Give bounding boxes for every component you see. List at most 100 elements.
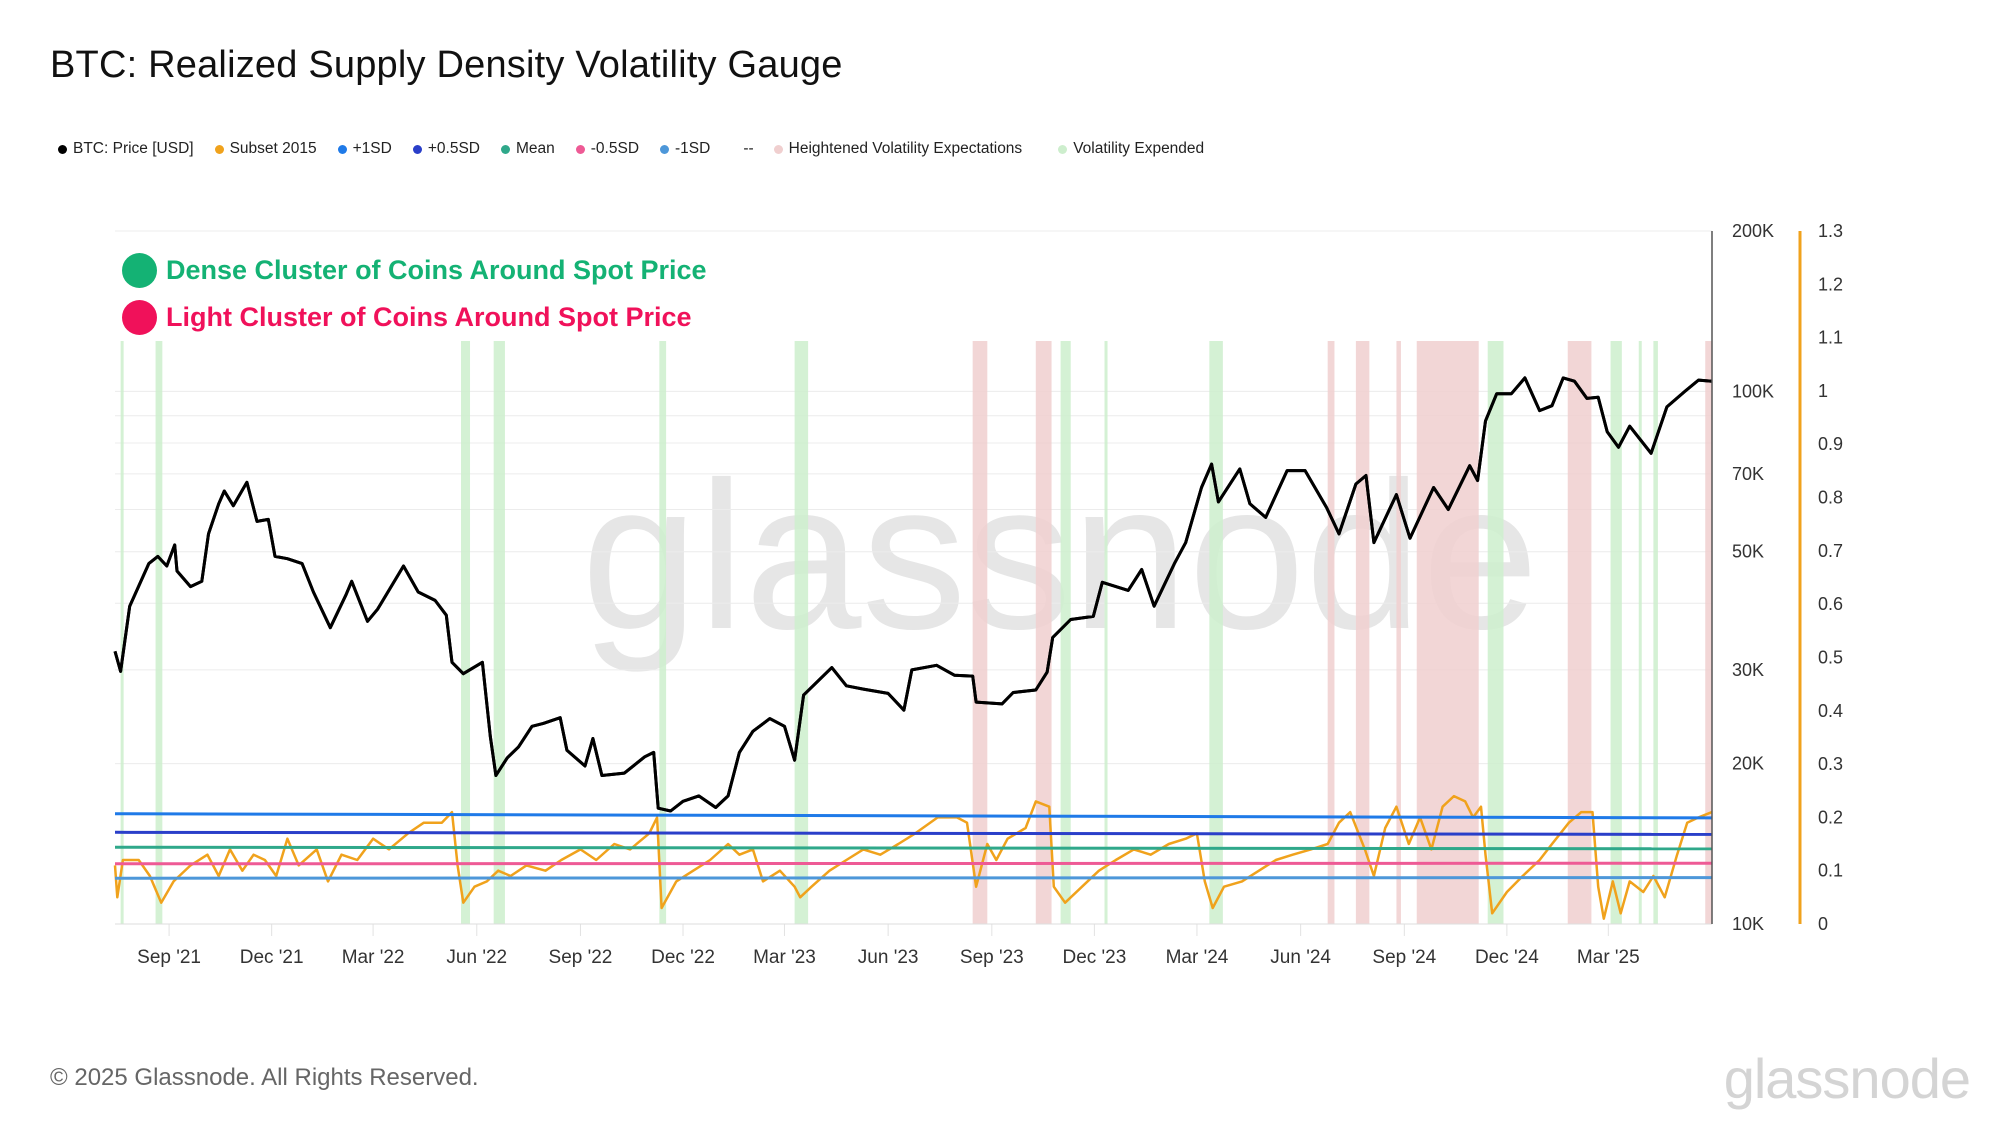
y-right-tick-label: 0.8 — [1818, 488, 1843, 508]
band-volatility-expended — [1060, 341, 1071, 924]
legend-label: Heightened Volatility Expectations — [788, 140, 1023, 157]
legend-label: +1SD — [352, 140, 392, 157]
y-right-tick-label: 0.1 — [1818, 861, 1843, 881]
series-1sd — [114, 812, 1713, 820]
band-heightened-volatility — [1567, 341, 1592, 924]
legend-item-volatility-expended[interactable]: Volatility Expended — [1058, 140, 1204, 158]
legend-dot — [575, 144, 585, 154]
x-tick-label: Dec '23 — [1062, 947, 1126, 968]
band-volatility-expended — [794, 341, 809, 924]
y-right-tick-label: 0.4 — [1818, 701, 1843, 721]
legend-dot — [500, 144, 510, 154]
band-heightened-volatility — [1705, 341, 1712, 924]
x-tick-label: Mar '22 — [342, 947, 405, 968]
y-right-tick-label: 0.9 — [1818, 434, 1843, 454]
y-right-tick-label: 0 — [1818, 914, 1828, 934]
legend-label: Volatility Expended — [1073, 140, 1205, 157]
legend-item-heightened-volatility[interactable]: Heightened Volatility Expectations — [773, 140, 1023, 158]
legend-label: +0.5SD — [427, 140, 480, 157]
watermark: glassnode — [581, 438, 1538, 673]
band-volatility-expended — [120, 341, 124, 924]
x-tick-label: Mar '23 — [753, 947, 816, 968]
legend-dot — [660, 144, 670, 154]
legend-item-minus-0-5sd[interactable]: -0.5SD — [575, 140, 640, 158]
band-heightened-volatility — [1327, 341, 1335, 924]
band-volatility-expended — [1638, 341, 1642, 924]
legend-label: BTC: Price [USD] — [73, 140, 194, 157]
annotation-label: Dense Cluster of Coins Around Spot Price — [166, 255, 707, 285]
y-right-tick-label: 1.2 — [1818, 274, 1843, 294]
y-right-tick-label: 0.3 — [1818, 754, 1843, 774]
x-tick-label: Dec '21 — [240, 947, 304, 968]
y-left-tick-label: 10K — [1732, 914, 1764, 934]
series-btc-price-top — [113, 376, 1713, 813]
band-volatility-expended — [1610, 341, 1622, 924]
x-tick-label: Sep '22 — [549, 947, 613, 968]
y-right-tick-label: 1.3 — [1818, 221, 1843, 241]
y-left-tick-label: 30K — [1732, 660, 1764, 680]
legend-item-plus-0-5sd[interactable]: +0.5SD — [412, 140, 480, 158]
legend-dot — [412, 144, 422, 154]
band-volatility-expended — [460, 341, 471, 924]
legend-dot — [1058, 144, 1068, 154]
legend-item-plus-1sd[interactable]: +1SD — [337, 140, 392, 158]
x-tick-label: Dec '24 — [1475, 947, 1539, 968]
annotation-dense-cluster: Dense Cluster of Coins Around Spot Price — [122, 253, 707, 288]
legend-dot — [58, 144, 67, 154]
y-right-tick-label: 1.1 — [1818, 328, 1843, 348]
axes: 10K 20K 30K 50K 70K 100K 200K 0 0.1 0.2 0.3 0.4 0.5 0… — [115, 221, 1843, 968]
y-left-tick-label: 70K — [1732, 464, 1764, 484]
legend-dot — [337, 144, 347, 154]
legend-item-btc-price[interactable]: BTC: Price [USD] — [58, 140, 194, 158]
series-subset-2015 — [113, 794, 1713, 920]
x-tick-label: Dec '22 — [651, 947, 715, 968]
series-0-5sd — [114, 830, 1713, 836]
legend-item-mean[interactable]: Mean — [500, 140, 555, 158]
band-heightened-volatility — [972, 341, 988, 924]
y-right-tick-label: 0.2 — [1818, 807, 1843, 827]
legend-separator: -- — [743, 140, 754, 157]
x-tick-label: Jun '24 — [1270, 947, 1331, 968]
y-right-tick-label: 0.5 — [1818, 647, 1843, 667]
y-left-tick-label: 200K — [1732, 221, 1774, 241]
y-left-tick-label: 20K — [1732, 754, 1764, 774]
legend-label: -1SD — [675, 140, 711, 157]
x-tick-label: Jun '22 — [446, 947, 507, 968]
chart-title: BTC: Realized Supply Density Volatility … — [50, 44, 843, 86]
annotation-dot — [122, 253, 157, 288]
legend-label: Mean — [515, 140, 555, 157]
band-volatility-expended — [1487, 341, 1504, 924]
legend-dot — [773, 144, 783, 154]
x-tick-label: Sep '24 — [1372, 947, 1436, 968]
band-heightened-volatility — [1396, 341, 1401, 924]
band-volatility-expended — [155, 341, 163, 924]
series-mean — [114, 845, 1713, 851]
y-right-tick-label: 1 — [1818, 381, 1828, 401]
x-tick-label: Sep '21 — [137, 947, 201, 968]
series-lines — [113, 376, 1713, 920]
legend-label: -0.5SD — [590, 140, 640, 157]
series-1sd — [114, 876, 1713, 880]
band-heightened-volatility — [1416, 341, 1479, 924]
band-heightened-volatility — [1355, 341, 1370, 924]
x-tick-label: Mar '24 — [1166, 947, 1229, 968]
y-left-tick-label: 100K — [1732, 381, 1774, 401]
band-volatility-expended — [1209, 341, 1223, 924]
legend-dot — [214, 144, 224, 154]
band-heightened-volatility — [1035, 341, 1052, 924]
band-volatility-expended — [1104, 341, 1108, 924]
band-volatility-expended — [493, 341, 505, 924]
annotation-light-cluster: Light Cluster of Coins Around Spot Price — [122, 300, 692, 335]
legend-item-subset-2015[interactable]: Subset 2015 — [214, 140, 317, 158]
y-left-tick-label: 50K — [1732, 542, 1764, 562]
legend-item-minus-1sd[interactable]: -1SD — [660, 140, 710, 158]
annotation-label: Light Cluster of Coins Around Spot Price — [166, 302, 692, 332]
y-right-tick-label: 0.6 — [1818, 594, 1843, 614]
copyright-footer: © 2025 Glassnode. All Rights Reserved. — [50, 1064, 479, 1091]
legend-label: Subset 2015 — [229, 140, 317, 157]
x-tick-label: Mar '25 — [1577, 947, 1640, 968]
band-volatility-expended — [659, 341, 667, 924]
y-right-tick-label: 0.7 — [1818, 541, 1843, 561]
x-tick-label: Sep '23 — [960, 947, 1024, 968]
